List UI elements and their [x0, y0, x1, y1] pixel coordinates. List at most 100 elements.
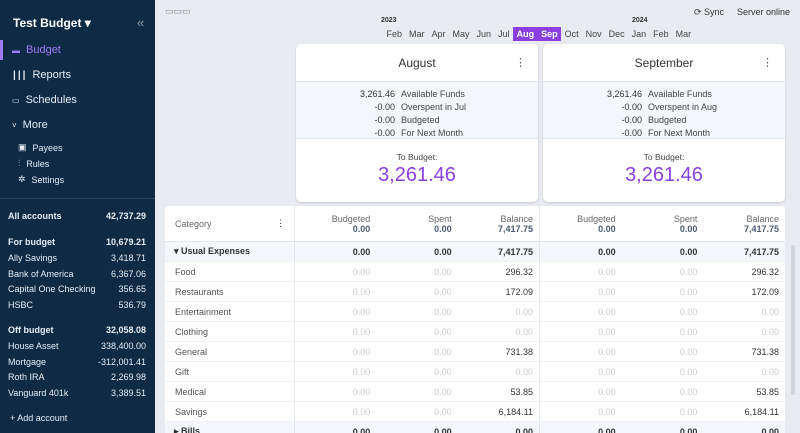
- month-title: September: [634, 55, 694, 70]
- budget-table: Category ⋮ Budgeted 0.00 Spent 0.00 Balance 7,4…: [165, 206, 785, 433]
- budgeted-cell[interactable]: 0.00: [598, 266, 616, 277]
- sync-button[interactable]: ⟳ Sync: [694, 7, 725, 17]
- category-row[interactable]: Medical 0.00 0.00 53.85 0.00 0.00 53.85: [165, 382, 785, 402]
- category-name: Food: [175, 266, 196, 277]
- budgeted-cell[interactable]: 0.00: [352, 286, 371, 297]
- month-feb[interactable]: Feb: [386, 29, 403, 39]
- category-menu-icon[interactable]: ⋮: [276, 218, 285, 228]
- category-name: Savings: [175, 406, 208, 417]
- month-jun[interactable]: Jun: [476, 29, 492, 39]
- account-balance: 3,418.71: [110, 253, 146, 263]
- account-row[interactable]: Vanguard 401k 3,389.51: [8, 388, 146, 398]
- category-row[interactable]: Food 0.00 0.00 296.32 0.00 0.00 296.32: [165, 262, 785, 282]
- month-dec[interactable]: Dec: [608, 29, 625, 39]
- chart-icon: ┃┃┃: [12, 70, 27, 80]
- month-oct[interactable]: Oct: [564, 29, 579, 39]
- sliders-icon: ⫶: [18, 158, 21, 168]
- summary-label: Overspent in Aug: [648, 101, 718, 112]
- budgeted-cell[interactable]: 0.00: [598, 246, 616, 257]
- to-budget-value[interactable]: 3,261.46: [378, 164, 456, 186]
- budgeted-cell[interactable]: 0.00: [598, 286, 616, 297]
- account-row[interactable]: Mortgage -312,001.41: [8, 357, 146, 367]
- server-status[interactable]: Server online: [737, 7, 791, 17]
- category-row[interactable]: Restaurants 0.00 0.00 172.09 0.00 0.00 172.09: [165, 282, 785, 302]
- account-row[interactable]: Capital One Checking 356.65: [8, 284, 146, 294]
- budgeted-cell[interactable]: 0.00: [598, 306, 616, 317]
- account-name: Off budget: [8, 325, 54, 335]
- account-row[interactable]: Ally Savings 3,418.71: [8, 253, 146, 263]
- category-row[interactable]: Entertainment 0.00 0.00 0.00 0.00 0.00 0.00: [165, 302, 785, 322]
- more-menu-icon[interactable]: ⋮: [762, 57, 773, 69]
- month-nov[interactable]: Nov: [585, 29, 602, 39]
- month-may[interactable]: May: [452, 29, 470, 39]
- month-jan[interactable]: Jan: [631, 29, 647, 39]
- account-row[interactable]: House Asset 338,400.00: [8, 341, 146, 351]
- nav-rules[interactable]: ⫶ Rules: [18, 158, 49, 169]
- budgeted-cell[interactable]: 0.00: [598, 426, 616, 433]
- add-account-button[interactable]: + Add account: [10, 413, 68, 423]
- balance-cell: 0.00: [761, 426, 780, 433]
- month-mar[interactable]: Mar: [675, 29, 692, 39]
- budgeted-cell[interactable]: 0.00: [598, 326, 616, 337]
- nav-schedules[interactable]: ▭ Schedules: [0, 90, 155, 110]
- month-apr[interactable]: Apr: [431, 29, 446, 39]
- category-group-row[interactable]: ▸ Bills 0.00 0.00 0.00 0.00 0.00 0.00: [165, 422, 785, 433]
- account-row[interactable]: All accounts 42,737.29: [8, 211, 146, 221]
- month-feb[interactable]: Feb: [653, 29, 669, 39]
- budgeted-cell[interactable]: 0.00: [598, 366, 616, 377]
- category-row[interactable]: Savings 0.00 0.00 6,184.11 0.00 0.00 6,184.11: [165, 402, 785, 422]
- collapse-sidebar-icon[interactable]: «: [137, 15, 145, 30]
- category-group-row[interactable]: ▾ Usual Expenses 0.00 0.00 7,417.75 0.00 0.00…: [165, 242, 785, 262]
- budgeted-cell[interactable]: 0.00: [352, 266, 371, 277]
- nav-more[interactable]: ˅ More: [0, 115, 155, 135]
- nav-payees[interactable]: ▣ Payees: [18, 142, 63, 153]
- budgeted-cell[interactable]: 0.00: [352, 366, 371, 377]
- nav-budget[interactable]: ▬ Budget: [0, 40, 155, 60]
- category-name: ▸ Bills: [174, 426, 201, 433]
- budgeted-cell[interactable]: 0.00: [352, 406, 371, 417]
- budgeted-cell[interactable]: 0.00: [598, 386, 616, 397]
- category-row[interactable]: Clothing 0.00 0.00 0.00 0.00 0.00 0.00: [165, 322, 785, 342]
- column-label: Balance: [500, 213, 533, 224]
- more-menu-icon[interactable]: ⋮: [515, 57, 526, 69]
- scrollbar[interactable]: [791, 245, 795, 395]
- account-row[interactable]: For budget 10,679.21: [8, 237, 146, 247]
- balance-cell: 172.09: [505, 286, 533, 297]
- account-balance: 6,367.06: [110, 268, 146, 279]
- nav-settings[interactable]: ✲ Settings: [18, 174, 64, 185]
- to-budget-value[interactable]: 3,261.46: [625, 164, 703, 186]
- budgeted-cell[interactable]: 0.00: [598, 406, 616, 417]
- account-row[interactable]: Bank of America 6,367.06: [8, 269, 146, 279]
- account-row[interactable]: HSBC 536.79: [8, 300, 146, 310]
- spent-cell: 0.00: [434, 366, 452, 377]
- spent-cell: 0.00: [434, 326, 452, 337]
- account-balance: 356.65: [118, 284, 146, 295]
- budgeted-cell[interactable]: 0.00: [352, 246, 371, 257]
- account-row[interactable]: Roth IRA 2,269.98: [8, 372, 146, 382]
- spent-cell: 0.00: [679, 246, 698, 257]
- month-aug[interactable]: Aug: [513, 27, 538, 41]
- month-jul[interactable]: Jul: [498, 29, 510, 39]
- budgeted-cell[interactable]: 0.00: [352, 326, 371, 337]
- budgeted-cell[interactable]: 0.00: [352, 426, 371, 433]
- budgeted-cell[interactable]: 0.00: [598, 346, 616, 357]
- category-row[interactable]: Gift 0.00 0.00 0.00 0.00 0.00 0.00: [165, 362, 785, 382]
- budgeted-cell[interactable]: 0.00: [352, 346, 371, 357]
- nav-label: Schedules: [25, 94, 77, 106]
- budget-switcher[interactable]: Test Budget ▾: [13, 16, 91, 30]
- month-mar[interactable]: Mar: [409, 29, 425, 39]
- month-sep[interactable]: Sep: [537, 27, 562, 41]
- summary-label: Budgeted: [401, 114, 440, 125]
- account-balance: 10,679.21: [105, 237, 146, 247]
- column-total: 0.00: [679, 223, 698, 234]
- column-total: 0.00: [598, 223, 616, 234]
- account-row[interactable]: Off budget 32,058.08: [8, 325, 146, 335]
- summary-value: 3,261.46: [606, 88, 642, 99]
- category-row[interactable]: General 0.00 0.00 731.38 0.00 0.00 731.38: [165, 342, 785, 362]
- nav-reports[interactable]: ┃┃┃ Reports: [0, 65, 155, 85]
- budgeted-cell[interactable]: 0.00: [352, 386, 371, 397]
- budgeted-cell[interactable]: 0.00: [352, 306, 371, 317]
- balance-cell: 7,417.75: [743, 246, 780, 257]
- calendar-view-icons[interactable]: ▭▭▭: [165, 6, 191, 16]
- summary-value: -0.00: [374, 127, 395, 138]
